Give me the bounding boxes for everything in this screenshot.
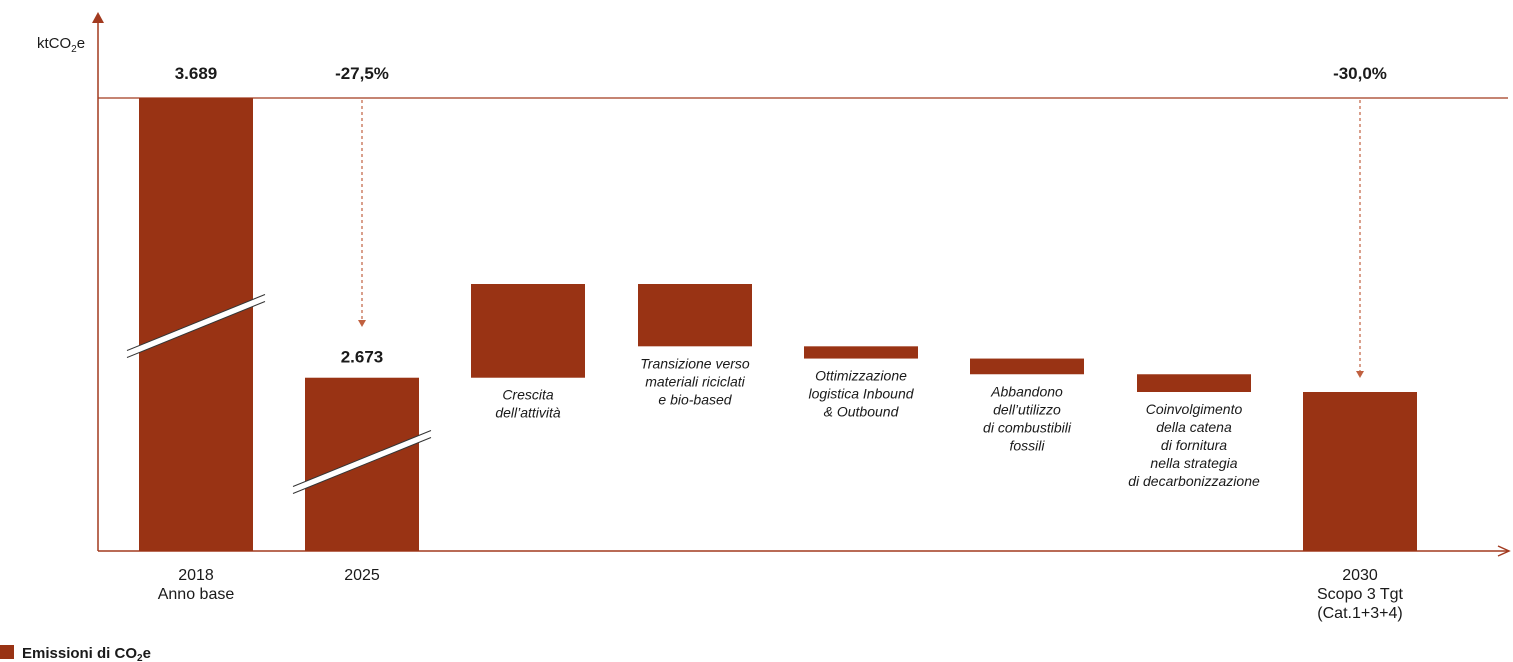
legend-swatch [0,645,14,659]
axis-break-mark [125,294,267,358]
bar-4 [638,284,752,347]
axis-break-line [126,301,266,358]
y-axis-arrow-icon [92,12,104,23]
bar-6 [970,358,1084,375]
step-label: Abbandono [990,383,1063,399]
step-label: Coinvolgimento [1146,401,1243,417]
step-label: Ottimizzazione [815,368,907,384]
percent-change-label: -27,5% [335,64,389,83]
step-label: di fornitura [1161,437,1227,453]
category-label: Scopo 3 Tgt [1317,586,1404,603]
step-label: dell’attività [495,405,561,421]
axis-break-mark [291,430,433,494]
category-label: 2018 [178,567,214,584]
step-label: della catena [1156,419,1232,435]
bar-3 [471,284,585,378]
step-label: materiali riciclati [645,373,745,389]
value-label: 3.689 [175,64,218,83]
percent-change-label: -30,0% [1333,64,1387,83]
y-axis-unit-label: ktCO2e [37,35,85,55]
category-label: Anno base [158,586,235,603]
step-label: e bio-based [658,391,732,407]
value-label: 2.673 [341,348,384,367]
bar-5 [804,346,918,359]
x-axis-arrow-icon [1497,545,1511,557]
step-label: nella strategia [1150,455,1237,471]
step-label: di decarbonizzazione [1128,473,1260,489]
bar-8 [1303,392,1417,551]
step-label: Crescita [502,387,554,403]
reduction-arrow-head-icon [358,320,366,327]
step-label: & Outbound [824,404,900,420]
reduction-arrow-head-icon [1356,371,1364,378]
step-label: dell’utilizzo [993,401,1061,417]
step-label: fossili [1009,437,1045,453]
category-label: 2025 [344,567,380,584]
axis-break-line [292,430,432,487]
category-label: (Cat.1+3+4) [1317,605,1402,622]
category-label: 2030 [1342,567,1378,584]
axis-break-line [126,294,266,351]
step-label: logistica Inbound [808,386,914,402]
step-label: Transizione verso [640,355,750,371]
step-label: di combustibili [983,419,1072,435]
bar-7 [1137,374,1251,392]
axis-break-line [292,437,432,494]
legend-label: Emissioni di CO2e [22,645,151,662]
